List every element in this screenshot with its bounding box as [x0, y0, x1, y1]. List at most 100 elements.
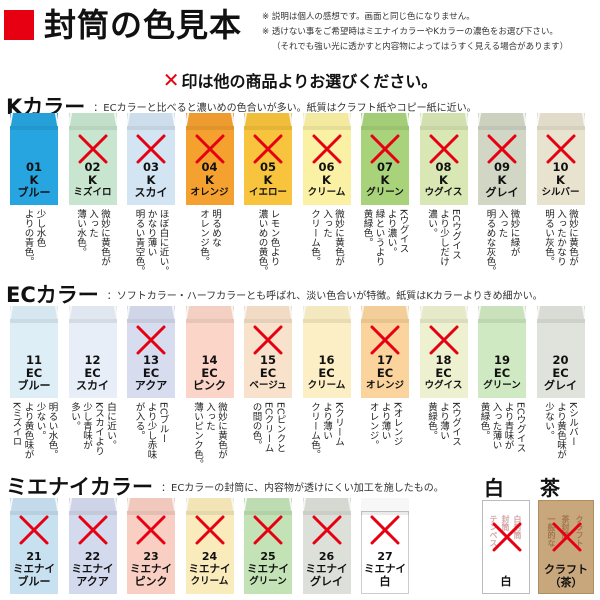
envelope-fold — [244, 126, 292, 130]
envelope-flap — [185, 113, 234, 126]
envelope-flap — [185, 498, 234, 511]
description-line: Kウグイス — [450, 402, 461, 447]
description-line: 薄い水色。 — [75, 209, 86, 257]
description-line: より薄い — [379, 402, 391, 440]
description-line: Kシルバー — [567, 402, 578, 447]
envelope-15[interactable]: 15 EC ベージュ — [244, 306, 292, 398]
note-1: ※ 説明は個人の感想です。画面と同じ色になりません。 — [262, 12, 475, 22]
envelope-23[interactable]: 23 ミエナイ ピンク — [127, 498, 175, 594]
note-3: （それでも強い光に透かすと内容物によってはうすく見える場合があります） — [272, 42, 569, 52]
envelope-01[interactable]: 01 K ブルー — [10, 113, 58, 205]
envelope-flap — [361, 498, 409, 511]
description-line: Kミズイロ — [10, 402, 22, 447]
envelope-04[interactable]: 04 K オレンジ — [185, 113, 234, 205]
envelope-number: 23 — [143, 550, 159, 563]
envelope-10[interactable]: 10 K シルバー — [536, 113, 585, 205]
envelope-body — [302, 511, 351, 594]
envelope-body — [10, 511, 58, 594]
description-line: より濃い。 — [385, 209, 397, 257]
envelope-number: 09 — [493, 160, 510, 174]
envelope-color-name: イエロー — [249, 187, 287, 198]
envelope-number: 22 — [84, 550, 101, 563]
envelope-color-name: シルバー — [541, 187, 580, 198]
color-description: 微妙に黄色が 入った クリーム色。 — [303, 209, 351, 275]
envelope-14[interactable]: 14 EC ピンク — [185, 306, 234, 398]
ec-section-heading: ECカラー ：ソフトカラー・ハーフカラーとも呼ばれ、淡い色合いが特徴。紙質はKカ… — [6, 280, 543, 308]
envelope-fold — [244, 319, 292, 323]
page-title: 封筒の色見本 — [44, 6, 243, 44]
envelope-08[interactable]: 08 K ウグイス — [419, 113, 468, 205]
description-line: 明るい青空色。 — [133, 209, 145, 276]
cross-mark-icon — [253, 134, 283, 164]
kraft-stamp-1: 一般的な — [547, 515, 556, 547]
description-line: 黄緑色。 — [478, 402, 490, 440]
envelope-color-name: グレイ — [544, 379, 577, 392]
color-description: Kクリーム より薄い クリーム色。 — [303, 402, 351, 468]
envelope-26[interactable]: 26 ミエナイ グレイ — [302, 498, 351, 594]
cross-mark-icon — [253, 515, 283, 545]
envelope-fold — [302, 126, 351, 130]
envelope-number: 13 — [142, 353, 159, 367]
envelope-07[interactable]: 07 K グリーン — [361, 113, 409, 205]
envelope-body — [536, 126, 585, 205]
envelope-body — [244, 126, 292, 205]
description-line: クリーム色。 — [309, 402, 320, 459]
envelope-prefix: EC — [25, 366, 43, 380]
envelope-09[interactable]: 09 K グレイ — [478, 113, 526, 205]
color-description: ECウグイス より少しだけ 濃い。 — [420, 209, 468, 275]
envelope-color-name: ブルー — [17, 575, 51, 588]
kraft-envelope[interactable]: 一般的な 茶封筒 クラフト クラフト （茶） — [538, 500, 594, 594]
envelope-21[interactable]: 21 ミエナイ ブルー — [10, 498, 58, 594]
description-line: 微妙に黄色が — [333, 209, 344, 266]
cross-mark-icon — [312, 515, 341, 545]
envelope-prefix: EC — [259, 366, 277, 380]
description-line: 黄緑色。 — [426, 402, 437, 440]
envelope-12[interactable]: 12 EC スカイ — [68, 306, 117, 398]
envelope-11[interactable]: 11 EC ブルー — [10, 306, 58, 398]
envelope-prefix: ミエナイ — [71, 563, 114, 575]
envelope-fold — [244, 511, 292, 515]
envelope-flap — [127, 498, 175, 511]
envelope-fold — [127, 126, 175, 130]
envelope-number: 18 — [435, 353, 452, 367]
envelope-13[interactable]: 13 EC アクア — [127, 306, 175, 398]
envelope-05[interactable]: 05 K イエロー — [244, 113, 292, 205]
envelope-flap — [536, 113, 585, 126]
envelope-number: 20 — [552, 353, 569, 367]
envelope-body — [361, 511, 409, 594]
envelope-03[interactable]: 03 K スカイ — [127, 113, 175, 205]
envelope-fold — [185, 511, 234, 515]
description-line: ECブルー — [157, 402, 169, 444]
color-description: Kシルバー より黄色味が 少ない。 — [537, 402, 585, 468]
envelope-fold — [127, 319, 175, 323]
envelope-27[interactable]: 27 ミエナイ白 — [361, 498, 409, 594]
envelope-19[interactable]: 19 EC グリーン — [478, 306, 526, 398]
description-line: クリーム色。 — [309, 209, 320, 266]
white-stamp-2: 封筒 — [501, 515, 510, 531]
m-section-name: ミエナイカラー — [6, 475, 153, 499]
envelope-17[interactable]: 17 EC オレンジ — [361, 306, 409, 398]
envelope-20[interactable]: 20 EC グレイ — [536, 306, 585, 398]
envelope-body — [478, 126, 526, 205]
envelope-prefix: EC — [435, 366, 452, 380]
envelope-22[interactable]: 22 ミエナイ アクア — [68, 498, 117, 594]
white-envelope[interactable]: テンペス 封筒 白封筒 白 — [482, 500, 530, 594]
envelope-body — [127, 319, 175, 398]
envelope-18[interactable]: 18 EC ウグイス — [419, 306, 468, 398]
envelope-body — [419, 126, 468, 205]
color-description: レモン色より 濃いめの黄色。 — [244, 209, 292, 276]
description-line: ECクリーム — [262, 402, 274, 453]
cross-mark-icon — [195, 515, 224, 545]
cross-mark-icon — [195, 134, 224, 164]
envelope-prefix: EC — [552, 366, 569, 380]
envelope-number: 11 — [25, 353, 42, 367]
envelope-06[interactable]: 06 K クリーム — [302, 113, 351, 205]
envelope-24[interactable]: 24 ミエナイ クリーム — [185, 498, 234, 594]
envelope-25[interactable]: 25 ミエナイ グリーン — [244, 498, 292, 594]
envelope-fold — [68, 319, 117, 323]
envelope-color-name: クリーム — [307, 187, 346, 198]
envelope-02[interactable]: 02 K ミズイロ — [68, 113, 117, 205]
envelope-flap — [68, 306, 117, 319]
color-description: 微妙に黄色が 入った 薄い水色。 — [69, 209, 117, 275]
envelope-16[interactable]: 16 EC クリーム — [302, 306, 351, 398]
